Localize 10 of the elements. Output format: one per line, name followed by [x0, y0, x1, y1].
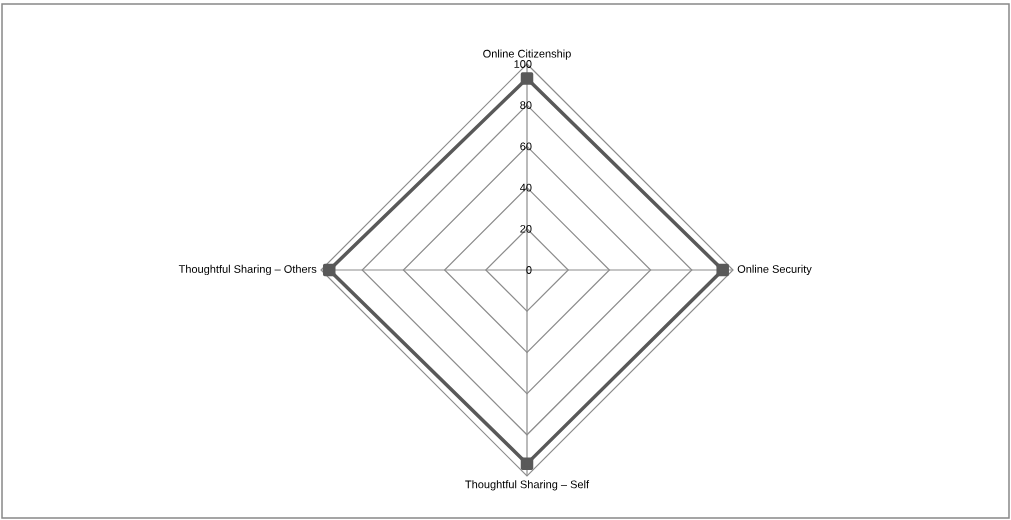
y-tick-label: 40	[520, 183, 532, 192]
y-tick-label: 20	[520, 224, 532, 233]
y-tick-label: 80	[520, 101, 532, 110]
y-tick-label: 60	[520, 142, 532, 151]
spoke-label: Online Citizenship	[483, 49, 571, 60]
spoke-label: Thoughtful Sharing – Self	[465, 480, 590, 491]
spoke-label: Thoughtful Sharing – Others	[178, 264, 317, 276]
spoke-label: Online Security	[737, 264, 812, 276]
y-tick-label: 0	[526, 266, 532, 274]
y-tick-label: 100	[514, 60, 532, 68]
